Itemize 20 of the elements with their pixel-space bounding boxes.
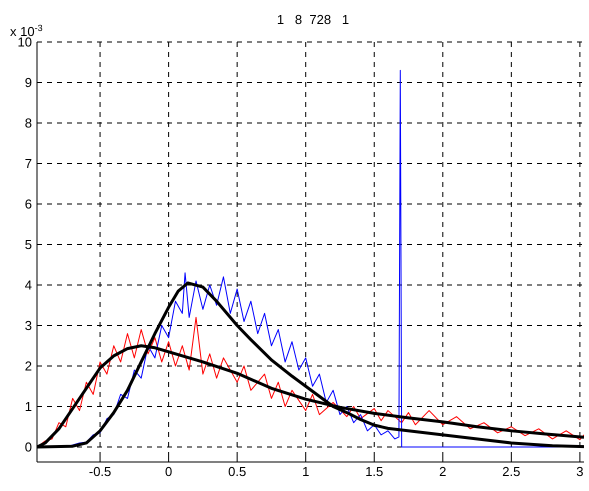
y-tick-label: 4 [24, 278, 32, 293]
y-tick-label: 1 [24, 399, 32, 414]
y-tick-label: 6 [24, 196, 32, 212]
y-tick-label: 3 [24, 318, 32, 334]
x-tick-label: -0.5 [88, 464, 112, 480]
x-tick-label: 0 [164, 464, 172, 480]
y-tick-label: 9 [24, 75, 32, 90]
y-tick-label: 10 [18, 34, 32, 50]
y-tick-label: 0 [24, 440, 32, 455]
chart-title: 1 8 728 1 [276, 12, 350, 27]
x-tick-label: 1.5 [365, 464, 384, 480]
y-tick-label: 2 [24, 358, 32, 374]
y-tick-label: 8 [24, 116, 32, 131]
x-tick-label: 3 [576, 464, 584, 480]
x-tick-label: 2.5 [502, 464, 520, 480]
y-tick-label: 5 [24, 237, 32, 252]
x-tick-label: 2 [439, 464, 446, 480]
x-tick-label: 0.5 [228, 464, 246, 480]
x-tick-label: 1 [302, 464, 310, 480]
y-tick-label: 7 [24, 156, 32, 172]
